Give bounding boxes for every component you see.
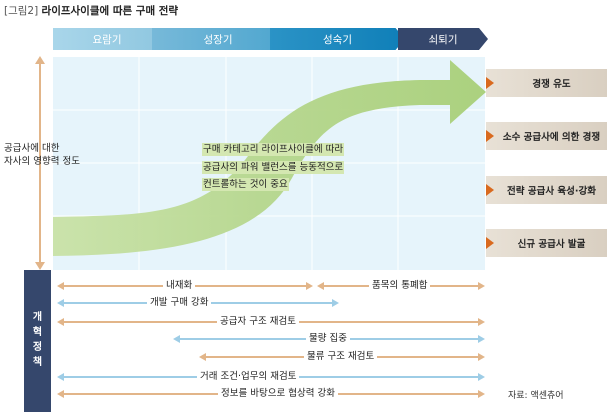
center-text-line: 공급사의 파워 밸런스를 능동적으로 — [202, 161, 345, 174]
policy-development: 개발 구매 강화 — [147, 297, 212, 309]
strategy-label: 신규 공급사 발굴 — [517, 239, 586, 250]
strategy-label: 전략 공급사 육성·강화 — [507, 186, 596, 197]
figure-number: [그림2] — [4, 5, 39, 17]
arrow-right-icon — [486, 184, 494, 196]
center-text-line: 구매 카테고리 라이프사이클에 따라 — [202, 143, 345, 156]
influence-axis-label: 공급사에 대한 자사의 영향력 정도 — [4, 142, 104, 168]
source-note: 자료: 액센츄어 — [508, 391, 564, 401]
figure-title-text: 라이프사이클에 따른 구매 전략 — [41, 5, 179, 17]
arrow-right-icon — [486, 130, 494, 142]
phase-growth: 성장기 — [152, 28, 284, 50]
reform-policy-char: 개 — [32, 312, 43, 323]
influence-axis-label-line: 자사의 영향력 정도 — [4, 156, 80, 167]
reform-policy-label: 개 혁 정 책 — [24, 310, 51, 370]
center-text-line: 컨트롤하는 것이 중요 — [202, 178, 289, 191]
policy-consolidation: 품목의 통폐합 — [369, 280, 431, 292]
phase-decline: 쇠퇴기 — [398, 28, 488, 50]
policy-volume: 물량 집중 — [306, 333, 350, 345]
policy-supplier-structure: 공급자 구조 재검토 — [217, 316, 299, 328]
reform-policy-char: 책 — [32, 357, 43, 368]
phase-maturity: 성숙기 — [270, 28, 405, 50]
strategy-new-suppliers: 신규 공급사 발굴 — [486, 229, 607, 257]
strategy-label: 경쟁 유도 — [532, 79, 571, 90]
strategy-strategic-suppliers: 전략 공급사 육성·강화 — [486, 176, 607, 204]
strategy-label: 소수 공급사에 의한 경쟁 — [502, 132, 601, 143]
policy-logistics: 물류 구조 재검토 — [304, 351, 378, 363]
policy-negotiation: 정보를 바탕으로 협상력 강화 — [218, 388, 338, 400]
reform-policy-char: 정 — [32, 342, 43, 353]
phase-infancy: 요람기 — [53, 28, 161, 50]
arrow-right-icon — [486, 237, 494, 249]
lifecycle-curve-arrow — [53, 60, 486, 256]
arrow-right-icon — [486, 77, 494, 89]
reform-policy-column: 개 혁 정 책 — [24, 270, 51, 412]
strategy-few-suppliers: 소수 공급사에 의한 경쟁 — [486, 122, 607, 150]
influence-axis-arrow — [35, 56, 45, 270]
influence-axis-label-line: 공급사에 대한 — [4, 143, 60, 154]
policy-insourcing: 내재화 — [163, 280, 196, 292]
figure-title: [그림2] 라이프사이클에 따른 구매 전략 — [4, 3, 178, 18]
reform-policy-char: 혁 — [32, 327, 43, 338]
strategy-competition: 경쟁 유도 — [486, 69, 607, 97]
policy-terms: 거래 조건·업무의 재검토 — [197, 371, 300, 383]
